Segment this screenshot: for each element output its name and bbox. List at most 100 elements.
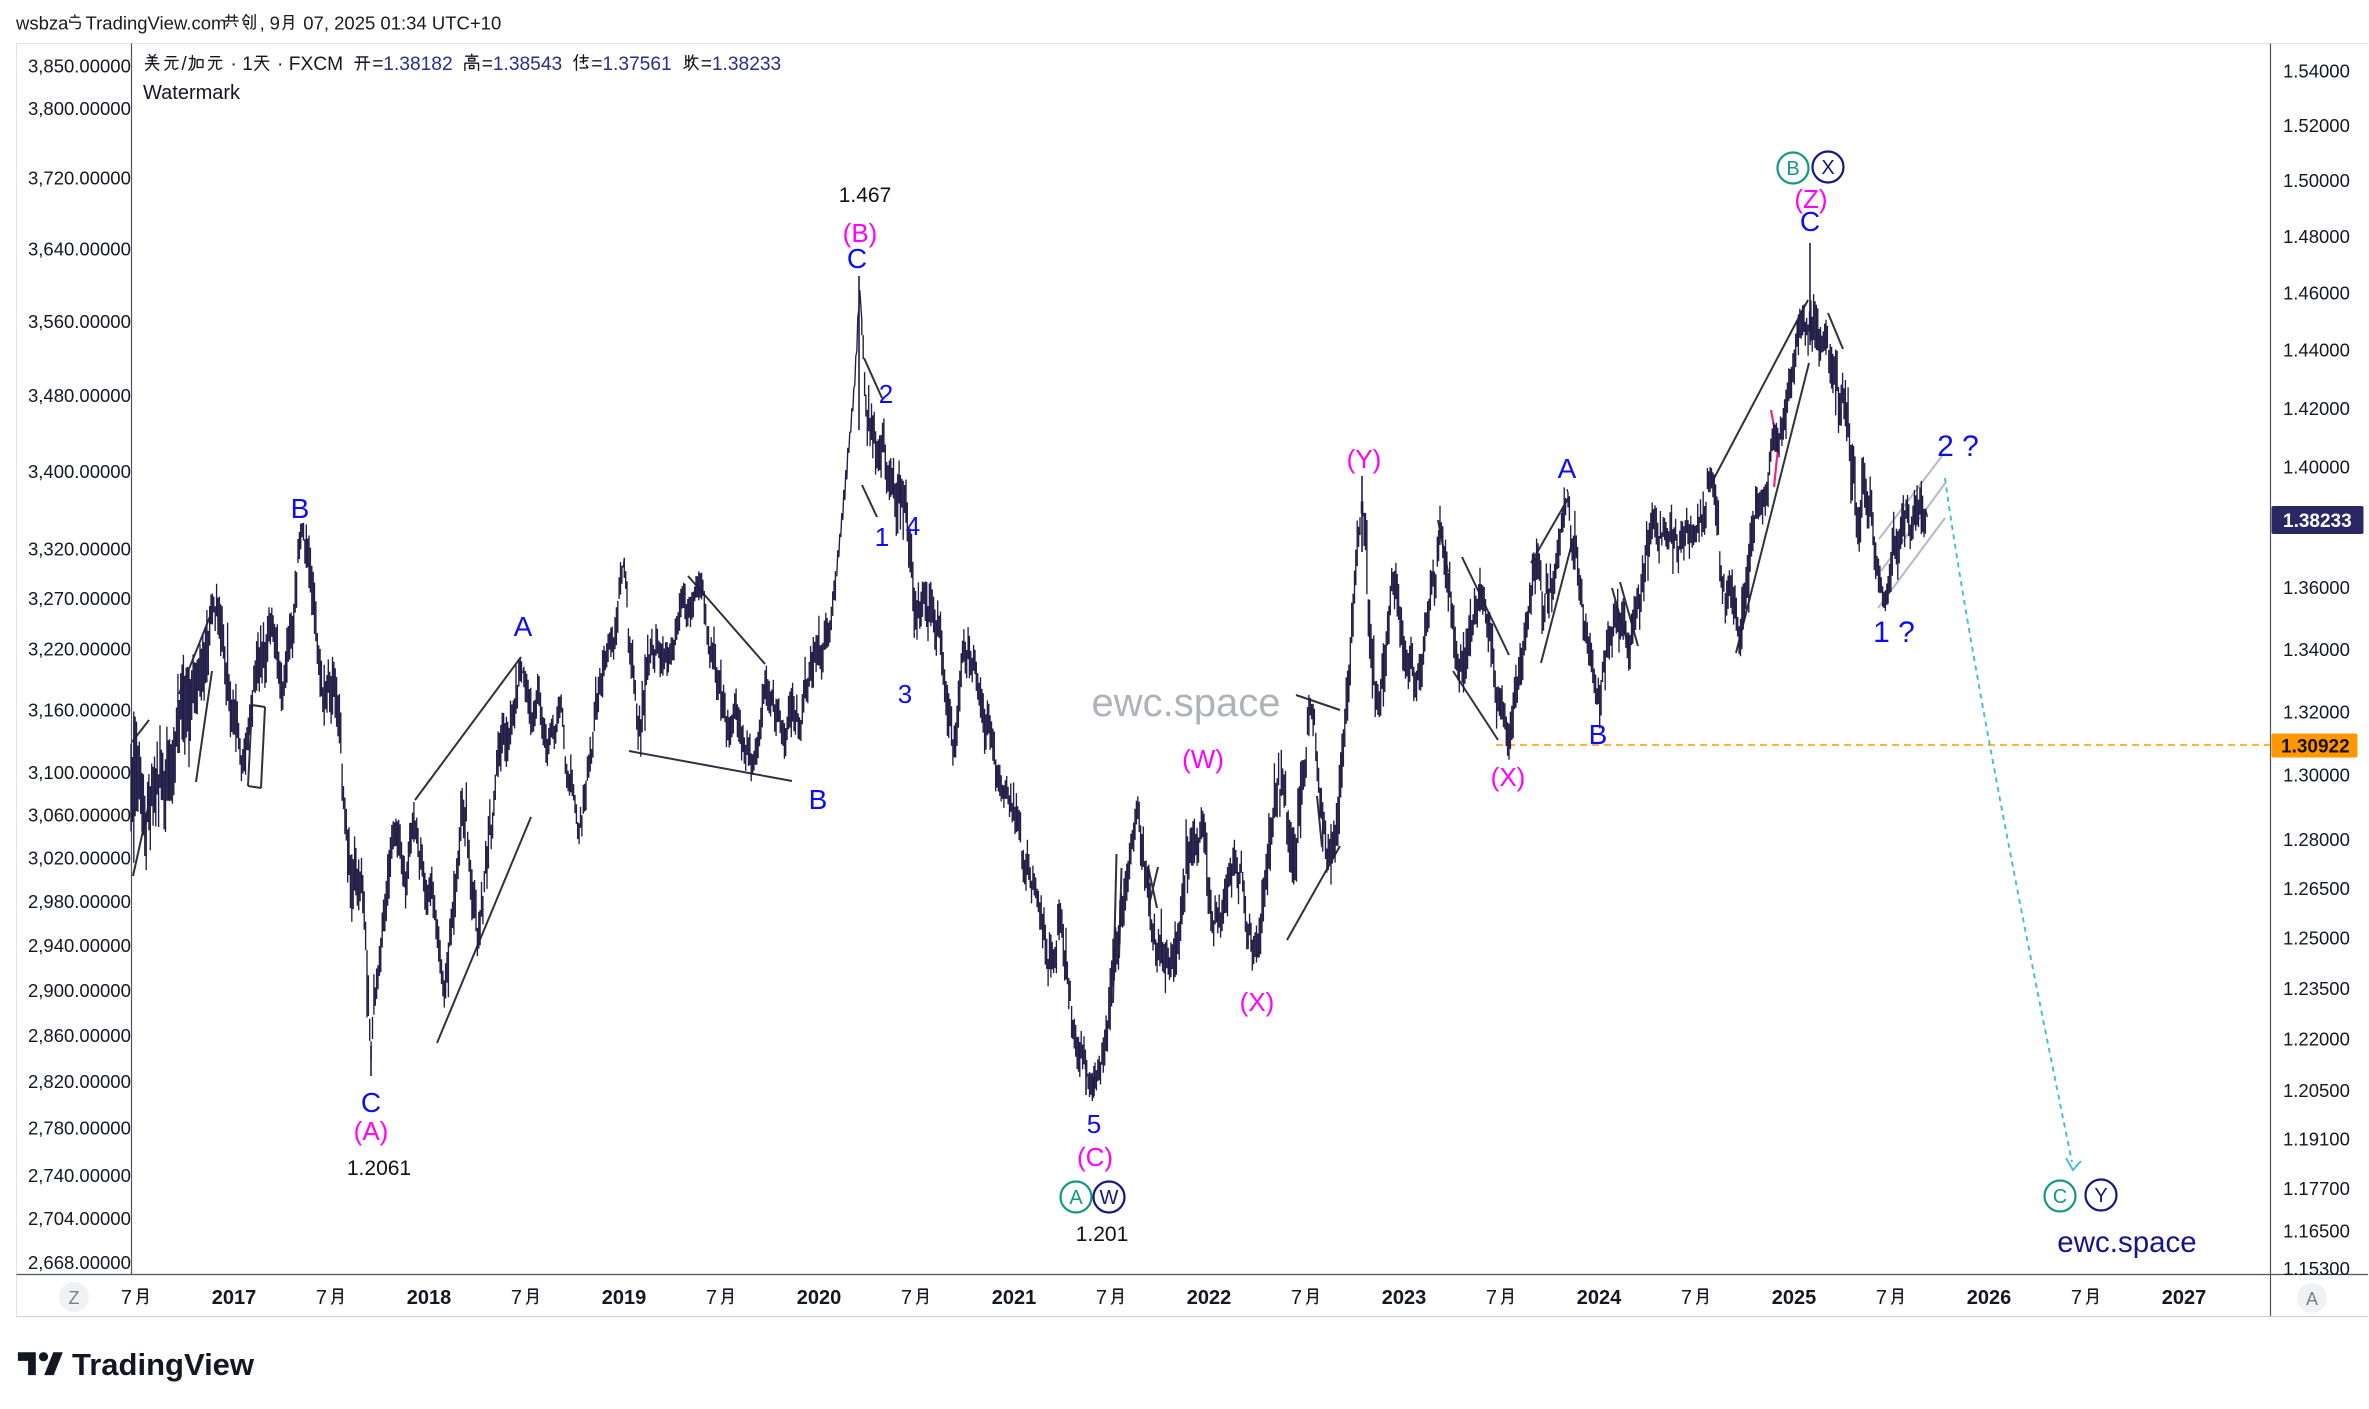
svg-text:1.44000: 1.44000 [2283,340,2350,361]
svg-text:1.38182: 1.38182 [383,54,452,75]
svg-text:W: W [1100,1187,1119,1209]
svg-text:2019: 2019 [602,1287,647,1309]
svg-text:2: 2 [879,379,893,409]
svg-text:2,820.00000: 2,820.00000 [28,1071,131,1092]
svg-text:(X): (X) [1240,987,1275,1017]
svg-text:2025: 2025 [1772,1287,1817,1309]
svg-text:1 ?: 1 ? [1873,616,1915,649]
svg-text:1.48000: 1.48000 [2283,226,2350,247]
svg-text:TradingView.com: TradingView.com [86,13,227,34]
svg-text:=: = [591,54,602,75]
svg-text:2,740.00000: 2,740.00000 [28,1165,131,1186]
svg-text:B: B [1786,158,1799,180]
svg-text:4: 4 [906,511,920,541]
svg-text:2021: 2021 [992,1287,1037,1309]
svg-text:· 1: · 1 [225,54,253,75]
svg-text:3,060.00000: 3,060.00000 [28,805,131,826]
svg-text:1.38233: 1.38233 [2283,511,2352,532]
svg-text:2022: 2022 [1187,1287,1232,1309]
svg-text:Z: Z [69,1288,80,1308]
svg-text:1.19100: 1.19100 [2283,1129,2350,1150]
svg-text:3,850.00000: 3,850.00000 [28,55,131,76]
svg-text:7: 7 [2071,1287,2082,1309]
svg-text:ewc.space: ewc.space [1092,681,1281,725]
svg-text:A: A [1069,1187,1083,1209]
svg-text:3,270.00000: 3,270.00000 [28,588,131,609]
svg-text:7: 7 [706,1287,717,1309]
svg-text:B: B [291,493,310,524]
svg-text:3: 3 [898,679,912,709]
svg-text:1.40000: 1.40000 [2283,457,2350,478]
svg-text:7: 7 [1876,1287,1887,1309]
svg-text:=: = [482,54,493,75]
svg-text:C: C [2053,1186,2067,1208]
svg-text:TradingView: TradingView [72,1347,255,1382]
svg-text:2,668.00000: 2,668.00000 [28,1252,131,1273]
svg-text:1.22000: 1.22000 [2283,1029,2350,1050]
svg-text:3,020.00000: 3,020.00000 [28,848,131,869]
svg-text:9: 9 [270,13,280,34]
svg-text:2,940.00000: 2,940.00000 [28,935,131,956]
svg-text:7: 7 [511,1287,522,1309]
svg-text:(C): (C) [1077,1142,1113,1172]
svg-text:B: B [809,784,828,815]
svg-text:2,704.00000: 2,704.00000 [28,1208,131,1229]
svg-text:3,640.00000: 3,640.00000 [28,238,131,259]
svg-text:(B): (B) [843,218,878,248]
svg-text:3,480.00000: 3,480.00000 [28,385,131,406]
svg-text:7: 7 [121,1287,132,1309]
svg-text:2026: 2026 [1967,1287,2012,1309]
svg-text:1.20500: 1.20500 [2283,1080,2350,1101]
svg-text:1.36000: 1.36000 [2283,577,2350,598]
svg-text:2,860.00000: 2,860.00000 [28,1025,131,1046]
svg-text:2,980.00000: 2,980.00000 [28,891,131,912]
svg-text:2023: 2023 [1382,1287,1427,1309]
svg-text:A: A [2306,1289,2318,1309]
svg-text:1.34000: 1.34000 [2283,639,2350,660]
svg-text:7: 7 [1486,1287,1497,1309]
svg-text:2,900.00000: 2,900.00000 [28,980,131,1001]
svg-text:3,220.00000: 3,220.00000 [28,638,131,659]
svg-text:3,560.00000: 3,560.00000 [28,311,131,332]
svg-text:(Z): (Z) [1794,184,1827,214]
svg-text:07, 2025 01:34 UTC+10: 07, 2025 01:34 UTC+10 [298,13,501,34]
svg-text:1.23500: 1.23500 [2283,978,2350,999]
svg-text:C: C [361,1087,381,1118]
svg-text:2020: 2020 [797,1287,842,1309]
svg-text:7: 7 [1681,1287,1692,1309]
svg-text:ewc.space: ewc.space [2057,1226,2196,1259]
svg-text:=: = [701,54,712,75]
svg-text:3,160.00000: 3,160.00000 [28,700,131,721]
svg-text:1.37561: 1.37561 [602,54,671,75]
svg-text:3,100.00000: 3,100.00000 [28,762,131,783]
svg-text:7: 7 [901,1287,912,1309]
svg-text:3,720.00000: 3,720.00000 [28,167,131,188]
svg-text:1.50000: 1.50000 [2283,170,2350,191]
svg-text:/: / [181,54,187,75]
svg-text:3,320.00000: 3,320.00000 [28,539,131,560]
svg-text:(X): (X) [1491,762,1526,792]
svg-text:1.16500: 1.16500 [2283,1220,2350,1241]
svg-text:2017: 2017 [212,1287,256,1309]
svg-text:1.46000: 1.46000 [2283,282,2350,303]
svg-text:3,400.00000: 3,400.00000 [28,461,131,482]
svg-text:2,780.00000: 2,780.00000 [28,1118,131,1139]
svg-text:1.26500: 1.26500 [2283,878,2350,899]
svg-text:1.28000: 1.28000 [2283,829,2350,850]
svg-text:1.54000: 1.54000 [2283,61,2350,82]
svg-text:2 ?: 2 ? [1937,430,1979,463]
svg-text:7: 7 [1096,1287,1107,1309]
svg-text:1.42000: 1.42000 [2283,398,2350,419]
svg-text:wsbza: wsbza [15,13,69,34]
svg-text:1.201: 1.201 [1076,1223,1129,1246]
svg-text:X: X [1821,157,1834,179]
svg-text:1.25000: 1.25000 [2283,928,2350,949]
svg-text:1.52000: 1.52000 [2283,115,2350,136]
svg-text:(A): (A) [354,1116,389,1146]
svg-text:· FXCM: · FXCM [272,54,354,75]
svg-text:1.30000: 1.30000 [2283,765,2350,786]
svg-text:1.17700: 1.17700 [2283,1178,2350,1199]
svg-text:1.467: 1.467 [839,184,892,207]
svg-text:1: 1 [875,522,889,552]
svg-text:B: B [1589,719,1608,750]
